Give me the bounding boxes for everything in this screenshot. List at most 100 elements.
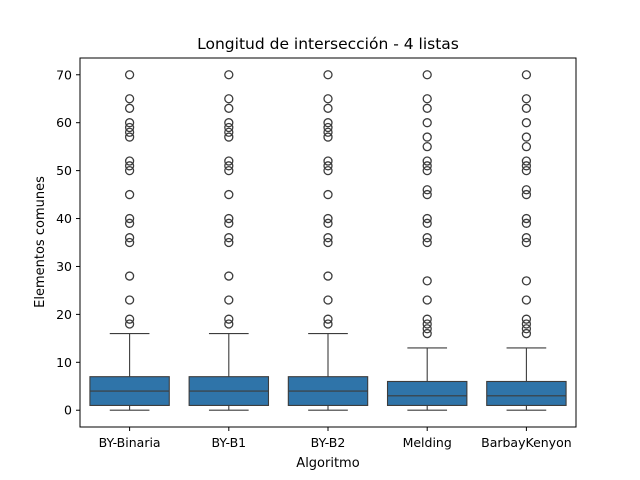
outlier-point [323,319,333,329]
outlier-point [323,161,333,171]
outlier-point [124,233,135,243]
outlier-point [521,161,532,171]
outlier-point [124,295,135,305]
outlier-point [422,218,432,228]
outlier-point [323,156,333,166]
outlier-point [521,118,532,128]
outlier-point [124,314,135,324]
outlier-point [224,319,234,329]
outlier-point [521,185,532,195]
outlier-point [323,295,333,305]
iqr-box [386,380,468,406]
outlier-point [422,213,432,224]
outlier-point [323,271,333,281]
outlier-point [422,70,432,80]
outlier-point [521,237,532,248]
outlier-point [422,132,432,142]
outlier-point [323,94,333,104]
outlier-point [422,189,432,200]
outlier-point [124,156,135,166]
outlier-point [323,218,333,228]
outlier-point [124,189,135,200]
y-tick-label: 50 [56,163,72,178]
outlier-point [124,132,135,142]
box-group-by-binaria [89,70,170,411]
outlier-point [124,218,135,228]
outlier-point [224,237,234,248]
outlier-point [422,94,432,104]
outlier-point [124,213,135,224]
outlier-point [224,314,234,324]
outlier-point [224,156,234,166]
outlier-point [323,233,333,243]
outlier-point [124,127,135,137]
x-tick-label: BY-B1 [211,435,246,450]
y-axis-label: Elementos comunes [33,176,48,308]
outlier-point [422,314,432,324]
outlier-point [521,218,532,228]
outlier-point [521,233,532,243]
outlier-point [521,295,532,305]
outlier-point [323,165,333,176]
outlier-point [521,276,532,286]
outlier-point [422,103,432,113]
outlier-point [124,165,135,176]
x-tick-label: BarbayKenyon [481,435,572,450]
outlier-point [323,103,333,113]
outlier-point [323,127,333,137]
outlier-point [422,118,432,128]
outlier-point [422,233,432,243]
outlier-point [124,70,135,80]
outlier-point [422,295,432,305]
x-tick-label: BY-Binaria [99,435,161,450]
outlier-point [323,213,333,224]
outlier-point [422,324,432,334]
outlier-point [224,70,234,80]
outlier-point [422,319,432,329]
outlier-point [224,213,234,224]
outlier-point [124,319,135,329]
chart-title: Longitud de intersección - 4 listas [197,35,459,53]
outlier-point [124,237,135,248]
outlier-point [521,165,532,176]
outlier-point [224,103,234,113]
x-tick-label: Melding [403,435,452,450]
outlier-point [521,213,532,224]
outlier-point [521,103,532,113]
outlier-point [124,118,135,128]
axes: 0 10 20 30 40 50 60 70 BY-Binaria BY-B1 BY-B2 Meldi… [56,57,577,450]
outlier-point [323,122,333,133]
outlier-point [422,161,432,171]
outlier-point [124,94,135,104]
box-group-melding [386,70,468,411]
outlier-point [224,189,234,200]
y-tick-label: 60 [56,115,72,130]
x-axis-label: Algoritmo [296,456,359,471]
y-tick-label: 30 [56,259,72,274]
outlier-point [323,314,333,324]
outlier-point [224,295,234,305]
outlier-point [224,94,234,104]
outlier-point [422,165,432,176]
y-tick-label: 0 [64,403,72,418]
outlier-point [521,142,532,152]
outlier-point [521,70,532,80]
box-group-by-b1 [188,70,270,411]
y-tick-label: 70 [56,67,72,82]
y-tick-label: 20 [56,307,72,322]
outlier-point [521,319,532,329]
outlier-point [224,127,234,137]
outlier-point [422,276,432,286]
outlier-point [521,328,532,339]
outlier-point [224,271,234,281]
outlier-point [224,122,234,133]
outlier-point [124,122,135,133]
outlier-point [422,328,432,339]
box-group-barbaykenyon [486,70,567,411]
outlier-point [323,189,333,200]
outlier-point [124,271,135,281]
outlier-point [224,161,234,171]
outlier-point [521,189,532,200]
